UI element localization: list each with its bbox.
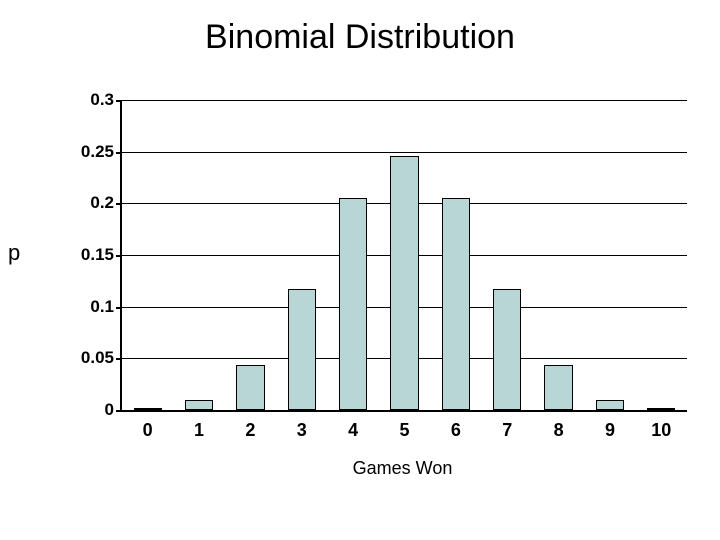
x-tick-label: 6: [451, 410, 461, 441]
bar: [493, 289, 521, 410]
plot-area: 00.050.10.150.20.250.3012345678910: [120, 100, 687, 412]
y-tick-label: 0.05: [81, 348, 122, 368]
x-tick-label: 1: [194, 410, 204, 441]
y-tick-label: 0.15: [81, 245, 122, 265]
gridline: [122, 100, 687, 101]
bar: [390, 156, 418, 410]
x-tick-label: 5: [399, 410, 409, 441]
x-tick-label: 10: [651, 410, 671, 441]
bar: [544, 365, 572, 410]
y-axis-label: p: [8, 240, 20, 266]
y-tick-label: 0: [105, 400, 122, 420]
x-tick-label: 8: [554, 410, 564, 441]
y-tick-label: 0.3: [90, 90, 122, 110]
bar: [596, 400, 624, 410]
y-tick-label: 0.1: [90, 297, 122, 317]
x-tick-label: 4: [348, 410, 358, 441]
x-tick-label: 9: [605, 410, 615, 441]
x-tick-label: 2: [245, 410, 255, 441]
bar: [236, 365, 264, 410]
x-axis-label: Games Won: [353, 458, 453, 479]
x-tick-label: 7: [502, 410, 512, 441]
bar: [339, 198, 367, 410]
chart-container: p 00.050.10.150.20.250.3012345678910 Gam…: [0, 90, 720, 510]
y-tick-label: 0.2: [90, 193, 122, 213]
bar: [288, 289, 316, 410]
x-tick-label: 3: [297, 410, 307, 441]
y-tick-label: 0.25: [81, 142, 122, 162]
bar: [442, 198, 470, 410]
x-tick-label: 0: [143, 410, 153, 441]
chart-title: Binomial Distribution: [0, 0, 720, 57]
gridline: [122, 152, 687, 153]
bar: [185, 400, 213, 410]
